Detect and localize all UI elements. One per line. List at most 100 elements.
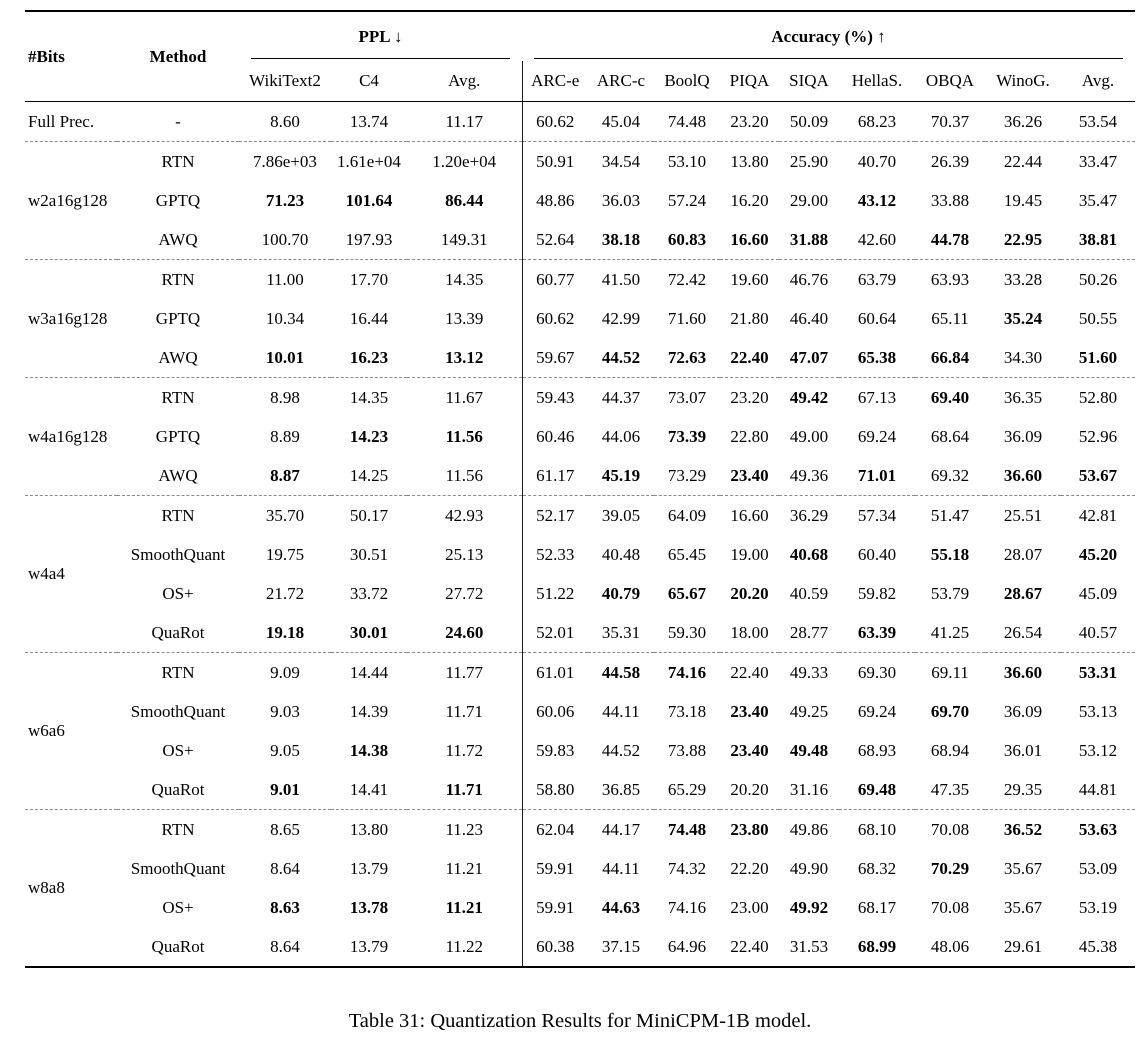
value-cell: 33.47 bbox=[1078, 151, 1118, 171]
value-cell: 22.40 bbox=[720, 338, 779, 378]
value-cell: 13.80 bbox=[349, 819, 389, 839]
value-cell: 17.70 bbox=[349, 269, 389, 289]
value-cell: 72.63 bbox=[654, 338, 720, 378]
value-cell: 69.30 bbox=[857, 662, 897, 682]
value-cell: 26.54 bbox=[985, 613, 1061, 653]
value-cell: 36.85 bbox=[588, 770, 654, 810]
value-cell: 35.67 bbox=[1003, 858, 1043, 878]
value-cell: 23.20 bbox=[730, 387, 769, 407]
value-cell: 8.89 bbox=[270, 426, 300, 446]
value-cell: 49.36 bbox=[779, 456, 839, 496]
subheader-obqa: OBQA bbox=[915, 61, 985, 102]
value-cell: 30.01 bbox=[331, 613, 407, 653]
value-cell: 34.30 bbox=[985, 338, 1061, 378]
value-cell: 59.91 bbox=[521, 888, 588, 927]
value-cell: 62.04 bbox=[521, 809, 588, 849]
value-cell: 49.33 bbox=[789, 662, 829, 682]
value-cell: 48.06 bbox=[930, 936, 970, 956]
subheader-boolq: BoolQ bbox=[654, 61, 720, 102]
method-label: SmoothQuant bbox=[130, 701, 226, 721]
value-cell: 1.61e+04 bbox=[337, 151, 401, 171]
value-cell: 59.67 bbox=[521, 338, 588, 378]
value-cell: 33.72 bbox=[349, 583, 389, 603]
bits-group-label: Full Prec. bbox=[25, 101, 117, 142]
value-cell: 11.21 bbox=[445, 858, 484, 878]
value-cell: 60.06 bbox=[521, 692, 588, 731]
value-cell: 65.38 bbox=[839, 338, 915, 378]
value-cell: 11.22 bbox=[445, 936, 484, 956]
value-cell: 29.35 bbox=[985, 770, 1061, 810]
value-cell: 45.04 bbox=[588, 101, 654, 142]
value-cell: 59.83 bbox=[521, 731, 588, 770]
table-row: GPTQ 8.89 14.23 11.56 60.46 44.06 73.39 22.80 49… bbox=[25, 417, 1135, 456]
value-cell: 53.13 bbox=[1078, 701, 1118, 721]
table-caption: Table 31: Quantization Results for MiniC… bbox=[348, 1010, 812, 1032]
value-cell: 73.18 bbox=[667, 701, 707, 721]
value-cell: 74.16 bbox=[667, 897, 707, 917]
value-cell: 21.72 bbox=[265, 583, 305, 603]
value-cell: 52.80 bbox=[1078, 387, 1118, 407]
value-cell: 19.00 bbox=[730, 544, 769, 564]
value-cell: 18.00 bbox=[720, 613, 779, 653]
value-cell: 35.31 bbox=[588, 613, 654, 653]
value-cell: 149.31 bbox=[407, 220, 522, 260]
table-row: AWQ 8.87 14.25 11.56 61.17 45.19 73.29 23.40 49.… bbox=[25, 456, 1136, 496]
value-cell: 86.44 bbox=[445, 190, 484, 210]
value-cell: 42.81 bbox=[1078, 505, 1118, 525]
subheader-piqa: PIQA bbox=[720, 61, 779, 102]
value-cell: 49.92 bbox=[789, 897, 829, 917]
value-cell: 11.71 bbox=[407, 770, 522, 810]
value-cell: 25.13 bbox=[445, 544, 484, 564]
value-cell: 36.26 bbox=[985, 101, 1061, 142]
value-cell: 60.64 bbox=[857, 308, 897, 328]
value-cell: 23.40 bbox=[730, 740, 769, 760]
table-row: SmoothQuant 8.64 13.79 11.21 59.91 44.11 74.32… bbox=[25, 849, 1135, 888]
table-row: AWQ 10.01 16.23 13.12 59.67 44.52 72.63 22.40 47… bbox=[25, 338, 1136, 378]
value-cell: 69.24 bbox=[857, 426, 897, 446]
value-cell: 68.10 bbox=[857, 819, 897, 839]
header-group-row: #Bits Method PPL ↓ Accuracy (%) ↑ bbox=[25, 11, 1135, 102]
value-cell: 20.20 bbox=[720, 770, 779, 810]
table-row: w4a4 RTN 35.70 50.17 42.93 52.17 39.05 64.09 16.… bbox=[25, 495, 1135, 653]
value-cell: 68.93 bbox=[857, 740, 897, 760]
table-row: OS+ 21.72 33.72 27.72 51.22 40.79 65.67 20.20 40… bbox=[25, 574, 1135, 613]
table-row: OS+ 9.05 14.38 11.72 59.83 44.52 73.88 23.40 49.… bbox=[25, 731, 1135, 770]
value-cell: 69.11 bbox=[931, 662, 969, 682]
value-cell: 11.23 bbox=[445, 819, 484, 839]
value-cell: 60.83 bbox=[654, 220, 720, 260]
value-cell: 35.70 bbox=[265, 505, 305, 525]
value-cell: 10.34 bbox=[265, 308, 305, 328]
value-cell: 49.00 bbox=[789, 426, 829, 446]
value-cell: 53.79 bbox=[930, 583, 970, 603]
accuracy-group-header: Accuracy (%) ↑ bbox=[522, 11, 1135, 61]
value-cell: 53.67 bbox=[1061, 456, 1136, 496]
value-cell: 52.64 bbox=[521, 220, 588, 260]
method-label: GPTQ bbox=[155, 308, 201, 328]
value-cell: 64.96 bbox=[667, 936, 707, 956]
value-cell: 42.60 bbox=[839, 220, 915, 260]
value-cell: 61.17 bbox=[521, 456, 588, 496]
value-cell: 29.61 bbox=[1003, 936, 1043, 956]
value-cell: 68.94 bbox=[930, 740, 970, 760]
value-cell: 59.82 bbox=[857, 583, 897, 603]
value-cell: 40.48 bbox=[601, 544, 641, 564]
value-cell: 14.35 bbox=[349, 387, 389, 407]
value-cell: 50.91 bbox=[521, 141, 588, 181]
value-cell: 101.64 bbox=[345, 190, 393, 210]
value-cell: 44.52 bbox=[601, 740, 641, 760]
value-cell: 49.25 bbox=[789, 701, 829, 721]
value-cell: 46.76 bbox=[789, 269, 829, 289]
value-cell: 68.23 bbox=[839, 101, 915, 142]
value-cell: 50.17 bbox=[349, 505, 389, 525]
value-cell: 44.78 bbox=[915, 220, 985, 260]
value-cell: 44.11 bbox=[602, 858, 640, 878]
method-label: AWQ bbox=[117, 338, 239, 378]
value-cell: 8.64 bbox=[270, 858, 300, 878]
value-cell: 13.80 bbox=[730, 151, 769, 171]
value-cell: 13.79 bbox=[349, 936, 389, 956]
value-cell: 13.12 bbox=[407, 338, 522, 378]
value-cell: 49.42 bbox=[789, 387, 829, 407]
value-cell: 23.20 bbox=[720, 101, 779, 142]
value-cell: 60.46 bbox=[521, 417, 588, 456]
value-cell: 44.37 bbox=[601, 387, 641, 407]
